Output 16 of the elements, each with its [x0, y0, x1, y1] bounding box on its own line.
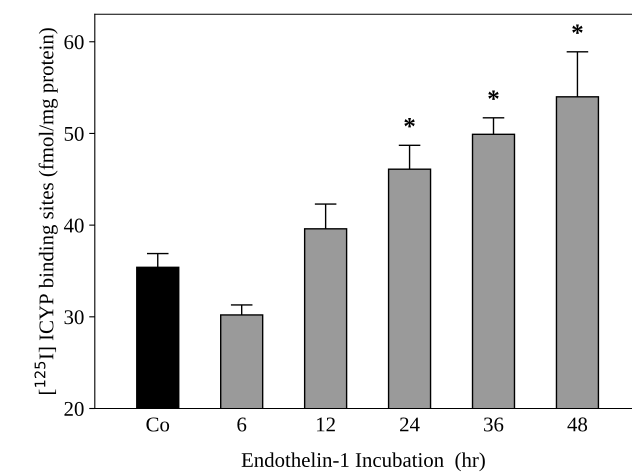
x-tick-label: 24	[400, 417, 420, 432]
annotation: *	[404, 118, 415, 128]
y-tick-label: 30	[64, 310, 84, 324]
x-tick-label: 36	[484, 417, 504, 432]
annotation: *	[488, 90, 499, 100]
y-axis-title: [$^{125}$I] ICYP binding sites (fmol/mg protein)	[34, 28, 58, 394]
x-tick-label: 12	[317, 417, 335, 432]
x-tick-label: Co	[146, 417, 170, 432]
x-tick-label: 48	[567, 417, 588, 432]
x-tick-label: 6	[237, 417, 246, 432]
y-tick-label: 60	[64, 35, 84, 50]
y-tick-label: 40	[64, 218, 84, 233]
y-tick-label: 20	[64, 402, 84, 416]
x-axis-title: Endothelin-1 Incubation (hr)	[242, 452, 485, 472]
y-tick-label: 50	[64, 126, 84, 141]
annotation: *	[572, 24, 583, 34]
